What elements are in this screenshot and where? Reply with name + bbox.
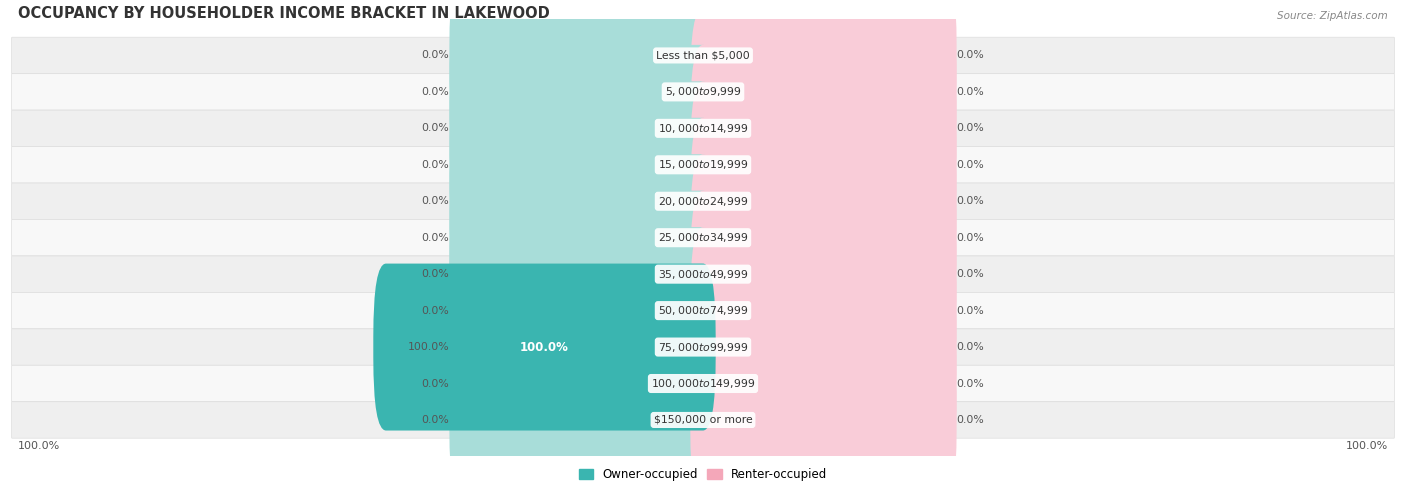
FancyBboxPatch shape <box>450 45 716 212</box>
Text: 0.0%: 0.0% <box>956 123 984 133</box>
Text: $35,000 to $49,999: $35,000 to $49,999 <box>658 268 748 280</box>
Text: 0.0%: 0.0% <box>422 415 450 425</box>
Text: 0.0%: 0.0% <box>956 306 984 315</box>
Text: 0.0%: 0.0% <box>956 160 984 170</box>
Text: 0.0%: 0.0% <box>422 196 450 206</box>
FancyBboxPatch shape <box>11 147 1395 183</box>
Text: 0.0%: 0.0% <box>422 160 450 170</box>
Text: 0.0%: 0.0% <box>422 379 450 388</box>
Text: 100.0%: 100.0% <box>520 341 569 353</box>
Text: 0.0%: 0.0% <box>956 342 984 352</box>
Legend: Owner-occupied, Renter-occupied: Owner-occupied, Renter-occupied <box>574 463 832 486</box>
Text: $75,000 to $99,999: $75,000 to $99,999 <box>658 341 748 353</box>
FancyBboxPatch shape <box>450 154 716 321</box>
Text: 0.0%: 0.0% <box>956 379 984 388</box>
FancyBboxPatch shape <box>690 227 956 394</box>
Text: OCCUPANCY BY HOUSEHOLDER INCOME BRACKET IN LAKEWOOD: OCCUPANCY BY HOUSEHOLDER INCOME BRACKET … <box>18 6 550 21</box>
FancyBboxPatch shape <box>11 183 1395 220</box>
Text: 100.0%: 100.0% <box>408 342 450 352</box>
Text: 0.0%: 0.0% <box>956 415 984 425</box>
FancyBboxPatch shape <box>690 118 956 285</box>
FancyBboxPatch shape <box>450 0 716 139</box>
FancyBboxPatch shape <box>11 256 1395 293</box>
Text: 0.0%: 0.0% <box>956 233 984 243</box>
FancyBboxPatch shape <box>690 191 956 358</box>
Text: 100.0%: 100.0% <box>1346 441 1388 451</box>
Text: 100.0%: 100.0% <box>18 441 60 451</box>
Text: $50,000 to $74,999: $50,000 to $74,999 <box>658 304 748 317</box>
Text: 0.0%: 0.0% <box>422 51 450 60</box>
FancyBboxPatch shape <box>11 329 1395 365</box>
FancyBboxPatch shape <box>450 191 716 358</box>
Text: 0.0%: 0.0% <box>956 269 984 279</box>
Text: 0.0%: 0.0% <box>956 196 984 206</box>
Text: Less than $5,000: Less than $5,000 <box>657 51 749 60</box>
FancyBboxPatch shape <box>690 8 956 175</box>
Text: $10,000 to $14,999: $10,000 to $14,999 <box>658 122 748 135</box>
FancyBboxPatch shape <box>690 81 956 248</box>
Text: 0.0%: 0.0% <box>422 306 450 315</box>
FancyBboxPatch shape <box>690 45 956 212</box>
Text: 0.0%: 0.0% <box>422 87 450 97</box>
FancyBboxPatch shape <box>11 293 1395 329</box>
FancyBboxPatch shape <box>374 263 716 431</box>
Text: $5,000 to $9,999: $5,000 to $9,999 <box>665 86 741 98</box>
FancyBboxPatch shape <box>11 37 1395 74</box>
FancyBboxPatch shape <box>11 365 1395 402</box>
FancyBboxPatch shape <box>450 300 716 467</box>
FancyBboxPatch shape <box>11 74 1395 110</box>
FancyBboxPatch shape <box>690 336 956 486</box>
FancyBboxPatch shape <box>450 118 716 285</box>
FancyBboxPatch shape <box>690 300 956 467</box>
Text: 0.0%: 0.0% <box>956 51 984 60</box>
Text: 0.0%: 0.0% <box>422 269 450 279</box>
Text: 0.0%: 0.0% <box>422 233 450 243</box>
FancyBboxPatch shape <box>450 8 716 175</box>
FancyBboxPatch shape <box>11 220 1395 256</box>
FancyBboxPatch shape <box>690 0 956 139</box>
Text: 0.0%: 0.0% <box>956 87 984 97</box>
Text: $150,000 or more: $150,000 or more <box>654 415 752 425</box>
FancyBboxPatch shape <box>450 81 716 248</box>
Text: $20,000 to $24,999: $20,000 to $24,999 <box>658 195 748 208</box>
Text: 0.0%: 0.0% <box>422 123 450 133</box>
FancyBboxPatch shape <box>450 263 716 431</box>
Text: $100,000 to $149,999: $100,000 to $149,999 <box>651 377 755 390</box>
FancyBboxPatch shape <box>11 110 1395 147</box>
Text: Source: ZipAtlas.com: Source: ZipAtlas.com <box>1277 11 1388 21</box>
FancyBboxPatch shape <box>450 336 716 486</box>
FancyBboxPatch shape <box>450 227 716 394</box>
Text: $15,000 to $19,999: $15,000 to $19,999 <box>658 158 748 171</box>
FancyBboxPatch shape <box>690 154 956 321</box>
FancyBboxPatch shape <box>11 402 1395 438</box>
Text: $25,000 to $34,999: $25,000 to $34,999 <box>658 231 748 244</box>
FancyBboxPatch shape <box>690 263 956 431</box>
